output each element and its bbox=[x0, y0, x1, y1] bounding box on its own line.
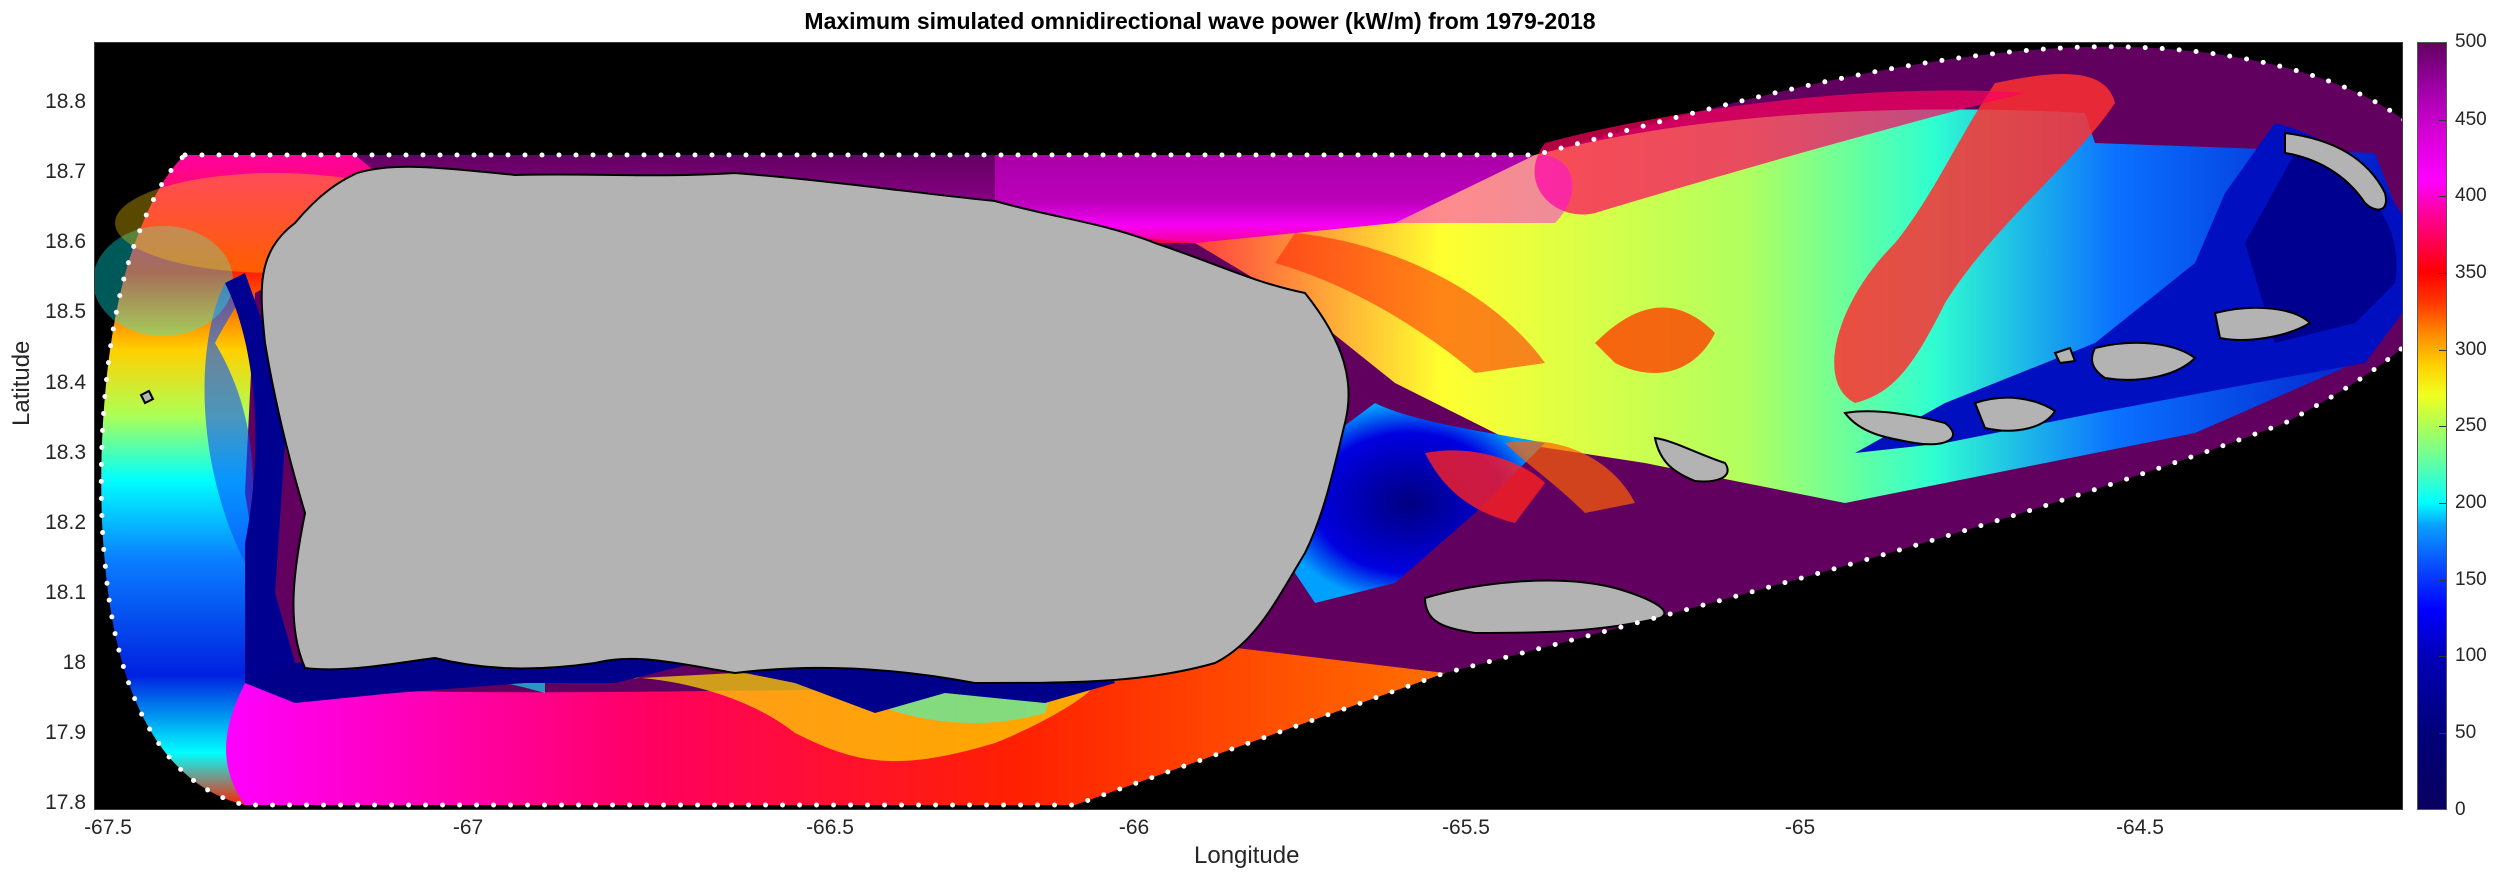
colorbar-tick: 0 bbox=[2455, 799, 2466, 820]
land-st-john bbox=[1973, 396, 2057, 432]
colorbar-tick-mark bbox=[2439, 733, 2446, 734]
x-tick: -66 bbox=[1118, 816, 1150, 839]
x-tick: -67.5 bbox=[84, 816, 132, 839]
colorbar-tick: 400 bbox=[2455, 185, 2487, 206]
colorbar-tick: 250 bbox=[2455, 415, 2487, 436]
colorbar-tick: 300 bbox=[2455, 339, 2487, 360]
wave-power-map bbox=[95, 44, 2402, 808]
land-puerto-rico bbox=[260, 165, 1350, 685]
colorbar-tick-mark bbox=[2439, 656, 2446, 657]
x-tick: -64.5 bbox=[2116, 816, 2164, 839]
y-tick: 17.8 bbox=[45, 791, 86, 814]
land-small-bvi bbox=[2053, 346, 2077, 365]
land-desecheo bbox=[139, 389, 155, 405]
y-tick: 17.9 bbox=[45, 721, 86, 744]
y-tick: 18.8 bbox=[45, 90, 86, 113]
land-vieques bbox=[1423, 579, 1666, 635]
colorbar-tick: 500 bbox=[2455, 31, 2487, 52]
colorbar-tick-mark bbox=[2439, 350, 2446, 351]
x-tick: -67 bbox=[452, 816, 484, 839]
y-tick: 18.3 bbox=[45, 441, 86, 464]
colorbar-tick-mark bbox=[2439, 196, 2446, 197]
colorbar-tick: 450 bbox=[2455, 109, 2487, 130]
y-tick: 18 bbox=[62, 651, 86, 674]
land-virgin-gorda bbox=[2213, 306, 2312, 341]
y-tick: 18.6 bbox=[45, 230, 86, 253]
land-st-thomas bbox=[1843, 410, 1954, 446]
colorbar-tick: 350 bbox=[2455, 262, 2487, 283]
land-culebra bbox=[1653, 436, 1729, 483]
land-tortola bbox=[2091, 341, 2197, 381]
x-tick: -65 bbox=[1784, 816, 1816, 839]
y-tick: 18.7 bbox=[45, 160, 86, 183]
y-tick: 18.5 bbox=[45, 300, 86, 323]
colorbar-tick: 150 bbox=[2455, 569, 2487, 590]
y-tick: 18.2 bbox=[45, 511, 86, 534]
y-axis-label: Latitude bbox=[8, 340, 35, 426]
colorbar-tick: 50 bbox=[2455, 722, 2477, 743]
y-tick: 18.4 bbox=[45, 371, 86, 394]
x-axis-label: Longitude bbox=[1194, 842, 1300, 869]
x-tick: -65.5 bbox=[1442, 816, 1490, 839]
colorbar-tick-mark bbox=[2439, 426, 2446, 427]
colorbar-tick: 200 bbox=[2455, 492, 2487, 513]
chart-title: Maximum simulated omnidirectional wave p… bbox=[804, 8, 1596, 34]
colorbar-tick-mark bbox=[2439, 503, 2446, 504]
colorbar-tick-mark bbox=[2439, 273, 2446, 274]
colorbar-tick-mark bbox=[2439, 120, 2446, 121]
y-tick: 18.1 bbox=[45, 581, 86, 604]
plot-area bbox=[94, 42, 2403, 810]
land-anegada bbox=[2284, 131, 2387, 211]
colorbar-tick-mark bbox=[2439, 580, 2446, 581]
x-tick: -66.5 bbox=[806, 816, 854, 839]
colorbar-tick: 100 bbox=[2455, 645, 2487, 666]
